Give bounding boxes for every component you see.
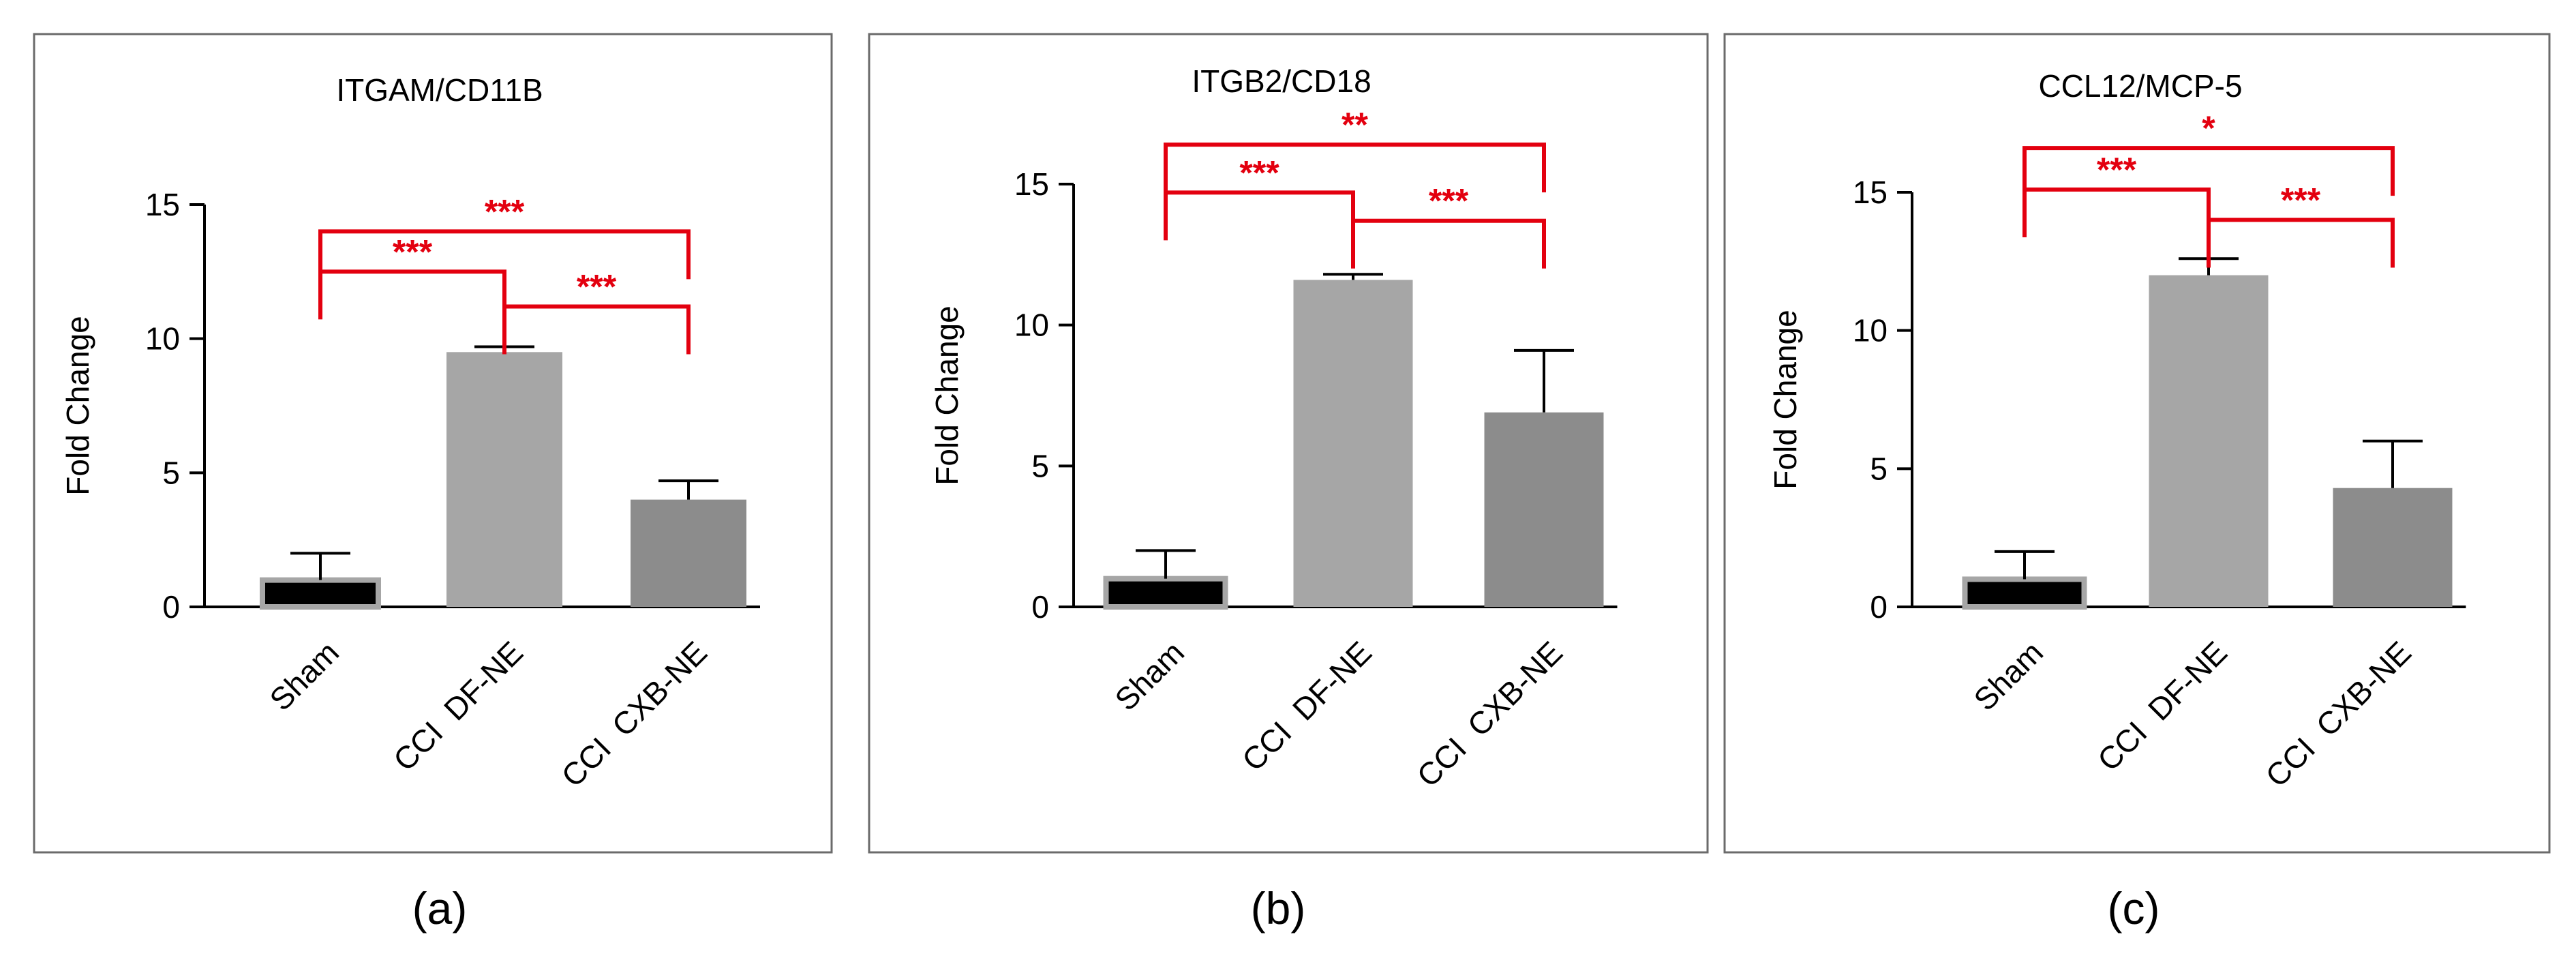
bar: [446, 352, 562, 607]
significance-label: *: [2202, 109, 2215, 147]
panel-frame: [33, 33, 833, 854]
y-tick-label: 15: [145, 187, 180, 222]
y-tick-label: 10: [1014, 308, 1049, 343]
significance-bracket: [1351, 218, 1546, 269]
y-tick-label: 5: [1031, 448, 1049, 483]
significance-label: ***: [2097, 151, 2137, 189]
panel-letter: (a): [412, 883, 468, 933]
y-tick-label: 10: [145, 321, 180, 357]
bar: [2149, 275, 2269, 607]
bar: [631, 499, 746, 607]
significance-bracket: [502, 304, 691, 355]
significance-label: ***: [1239, 153, 1279, 192]
bar: [1962, 576, 2087, 610]
significance-label: ***: [393, 233, 433, 271]
significance-bracket: [2022, 146, 2395, 196]
significance-bracket: [1164, 190, 1355, 241]
significance-bracket: [1164, 143, 1546, 193]
y-axis-label: Fold Change: [1768, 310, 1803, 489]
significance-label: ***: [485, 192, 525, 230]
bar: [1484, 412, 1604, 607]
y-tick-label: 15: [1853, 175, 1888, 210]
y-tick-label: 5: [1870, 451, 1888, 486]
y-tick-label: 0: [1870, 589, 1888, 625]
chart-title: ITGAM/CD11B: [336, 72, 543, 108]
y-tick-label: 5: [162, 455, 180, 490]
y-tick-label: 10: [1853, 313, 1888, 348]
chart-title: CCL12/MCP-5: [2038, 68, 2242, 104]
bar: [260, 577, 381, 610]
significance-bracket: [2022, 187, 2211, 237]
significance-bracket: [2207, 218, 2395, 268]
bar: [1103, 576, 1228, 610]
y-tick-label: 15: [1014, 166, 1049, 202]
panel-frame: [1723, 33, 2551, 854]
panel-letter: (b): [1251, 883, 1306, 933]
significance-label: **: [1342, 106, 1368, 144]
y-tick-label: 0: [162, 589, 180, 625]
y-axis-label: Fold Change: [60, 316, 95, 495]
y-tick-label: 0: [1031, 589, 1049, 625]
significance-label: ***: [1429, 182, 1469, 220]
significance-bracket: [318, 229, 691, 280]
bar: [1293, 280, 1413, 607]
chart-title: ITGB2/CD18: [1192, 63, 1371, 99]
significance-label: ***: [577, 267, 617, 305]
y-axis-label: Fold Change: [929, 305, 965, 485]
significance-bracket: [318, 269, 506, 320]
significance-label: ***: [2281, 181, 2321, 220]
panel-letter: (c): [2108, 883, 2160, 933]
bar: [2333, 488, 2453, 607]
